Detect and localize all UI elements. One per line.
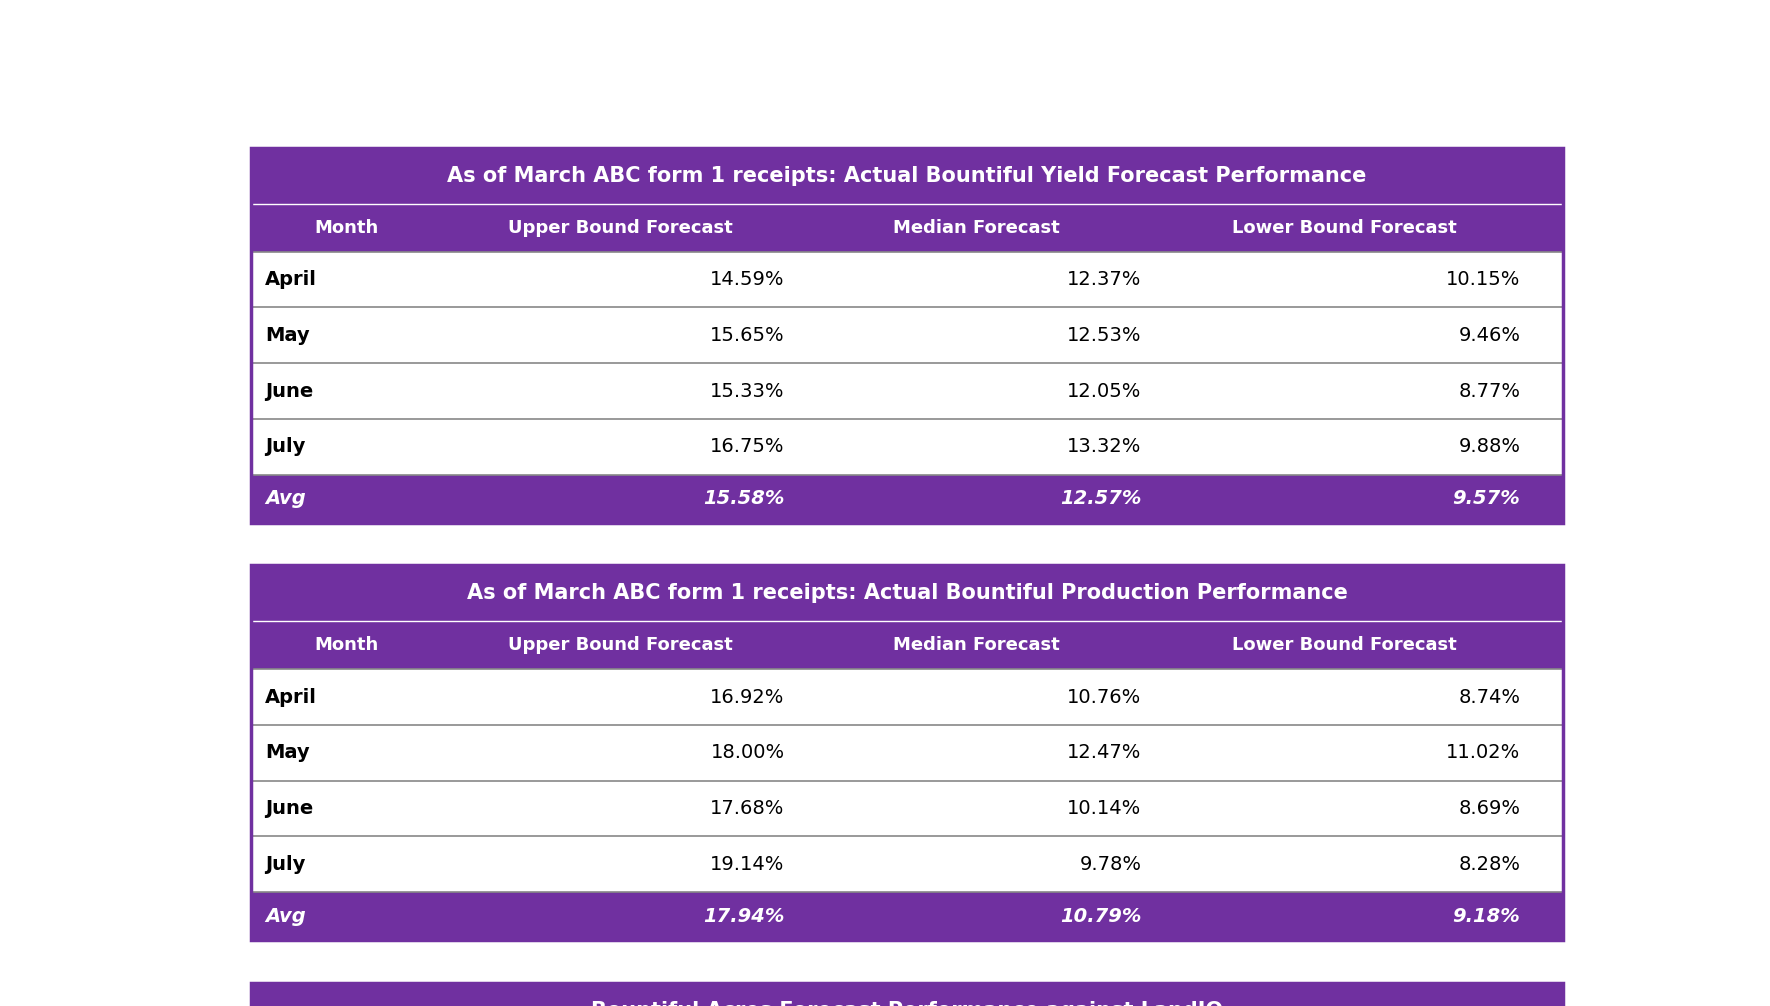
Text: 12.37%: 12.37% — [1067, 270, 1142, 289]
Text: May: May — [266, 743, 310, 763]
Text: April: April — [266, 270, 317, 289]
Bar — [251, 983, 1563, 1006]
Text: 8.28%: 8.28% — [1458, 855, 1520, 874]
Text: 17.94%: 17.94% — [703, 906, 784, 926]
Text: 12.53%: 12.53% — [1067, 326, 1142, 345]
Text: 8.77%: 8.77% — [1458, 381, 1520, 400]
Bar — [251, 781, 1563, 836]
Bar — [251, 621, 1563, 669]
Text: June: June — [266, 799, 313, 818]
Text: 11.02%: 11.02% — [1446, 743, 1520, 763]
Text: 13.32%: 13.32% — [1067, 438, 1142, 457]
Text: 15.33%: 15.33% — [710, 381, 784, 400]
Text: 9.88%: 9.88% — [1458, 438, 1520, 457]
Text: Bountiful Acres Forecast Performance against LandIQ: Bountiful Acres Forecast Performance aga… — [591, 1001, 1223, 1006]
Bar — [251, 983, 1563, 1006]
Text: 12.47%: 12.47% — [1067, 743, 1142, 763]
Text: Upper Bound Forecast: Upper Bound Forecast — [508, 636, 733, 654]
Text: 16.75%: 16.75% — [710, 438, 784, 457]
Text: Avg: Avg — [266, 906, 306, 926]
Bar — [251, 892, 1563, 941]
Text: 17.68%: 17.68% — [710, 799, 784, 818]
Text: Lower Bound Forecast: Lower Bound Forecast — [1232, 218, 1457, 236]
Text: May: May — [266, 326, 310, 345]
Text: July: July — [266, 438, 306, 457]
Text: 15.65%: 15.65% — [710, 326, 784, 345]
Text: 14.59%: 14.59% — [710, 270, 784, 289]
Text: 8.74%: 8.74% — [1458, 687, 1520, 706]
Text: 10.14%: 10.14% — [1067, 799, 1142, 818]
Bar — [251, 418, 1563, 475]
Text: 15.58%: 15.58% — [703, 489, 784, 508]
Bar — [251, 836, 1563, 892]
Text: 10.76%: 10.76% — [1067, 687, 1142, 706]
Text: July: July — [266, 855, 306, 874]
Text: 9.46%: 9.46% — [1458, 326, 1520, 345]
Bar — [251, 148, 1563, 203]
Text: Avg: Avg — [266, 489, 306, 508]
Text: June: June — [266, 381, 313, 400]
Text: 16.92%: 16.92% — [710, 687, 784, 706]
Bar — [251, 308, 1563, 363]
Text: Lower Bound Forecast: Lower Bound Forecast — [1232, 636, 1457, 654]
Text: Month: Month — [315, 636, 379, 654]
Bar — [251, 565, 1563, 941]
Text: April: April — [266, 687, 317, 706]
Text: 8.69%: 8.69% — [1458, 799, 1520, 818]
Bar — [251, 252, 1563, 308]
Text: As of March ABC form 1 receipts: Actual Bountiful Yield Forecast Performance: As of March ABC form 1 receipts: Actual … — [448, 166, 1366, 186]
Bar — [251, 475, 1563, 523]
Text: 12.57%: 12.57% — [1060, 489, 1142, 508]
Text: 10.79%: 10.79% — [1060, 906, 1142, 926]
Text: 9.78%: 9.78% — [1080, 855, 1142, 874]
Text: 9.18%: 9.18% — [1453, 906, 1520, 926]
Text: Median Forecast: Median Forecast — [894, 218, 1060, 236]
Bar — [251, 565, 1563, 621]
Text: Month: Month — [315, 218, 379, 236]
Bar — [251, 203, 1563, 252]
Text: As of March ABC form 1 receipts: Actual Bountiful Production Performance: As of March ABC form 1 receipts: Actual … — [467, 583, 1347, 604]
Text: Median Forecast: Median Forecast — [894, 636, 1060, 654]
Text: 19.14%: 19.14% — [710, 855, 784, 874]
Text: 12.05%: 12.05% — [1067, 381, 1142, 400]
Bar — [251, 363, 1563, 418]
Bar — [251, 669, 1563, 725]
Text: 10.15%: 10.15% — [1446, 270, 1520, 289]
Text: 9.57%: 9.57% — [1453, 489, 1520, 508]
Bar — [251, 148, 1563, 523]
Text: Upper Bound Forecast: Upper Bound Forecast — [508, 218, 733, 236]
Text: 18.00%: 18.00% — [710, 743, 784, 763]
Bar — [251, 725, 1563, 781]
